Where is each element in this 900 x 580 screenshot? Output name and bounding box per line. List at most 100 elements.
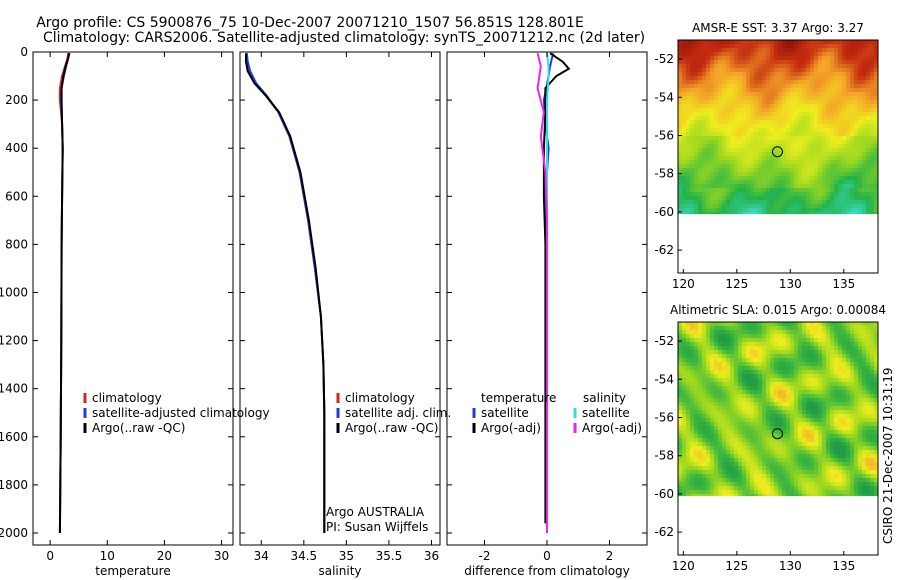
sst-map-cell: [714, 148, 719, 153]
sla-map-cell: [794, 430, 799, 435]
sst-map-cell: [754, 60, 759, 65]
sla-map-cell: [726, 446, 731, 451]
sst-map-cell: [742, 136, 747, 141]
sla-map-cell: [718, 322, 723, 327]
sst-map-cell: [746, 96, 751, 101]
sla-map-cell: [826, 486, 831, 491]
sst-map-cell: [842, 64, 847, 69]
sla-map-cell: [846, 446, 851, 451]
sst-map-cell: [758, 196, 763, 201]
sla-map-cell: [834, 338, 839, 343]
sla-map-cell: [754, 466, 759, 471]
sla-map-cell: [698, 346, 703, 351]
sst-map-cell: [810, 128, 815, 133]
sla-map-cell: [746, 414, 751, 419]
sst-map-cell: [718, 96, 723, 101]
sst-map-cell: [786, 132, 791, 137]
sst-map-cell: [838, 60, 843, 65]
sst-map-cell: [678, 116, 683, 121]
sst-map-cell: [874, 132, 879, 137]
sla-map-cell: [866, 462, 871, 467]
sst-map-cell: [750, 108, 755, 113]
sst-map-cell: [746, 188, 751, 193]
sla-map-cell: [846, 458, 851, 463]
sst-map-cell: [790, 140, 795, 145]
sla-map-cell: [858, 494, 863, 497]
sla-map-cell: [866, 402, 871, 407]
sst-map-cell: [698, 212, 703, 215]
sla-map-cell: [742, 398, 747, 403]
sst-map-cell: [766, 172, 771, 177]
sla-map-cell: [690, 462, 695, 467]
sst-map-cell: [842, 44, 847, 49]
sst-map-cell: [678, 56, 683, 61]
sst-map-cell: [698, 184, 703, 189]
sla-map-cell: [726, 366, 731, 371]
sla-map-cell: [746, 458, 751, 463]
sla-map-cell: [758, 486, 763, 491]
sst-map-cell: [842, 96, 847, 101]
sla-map-cell: [822, 430, 827, 435]
sla-map-cell: [714, 462, 719, 467]
sst-map-cell: [734, 108, 739, 113]
sla-map-cell: [694, 494, 699, 497]
sst-map-cell: [774, 80, 779, 85]
sla-map-cell: [774, 358, 779, 363]
sla-map-cell: [850, 386, 855, 391]
sst-map-cell: [826, 160, 831, 165]
sla-map-cell: [826, 326, 831, 331]
sst-map-cell: [738, 88, 743, 93]
sla-map-cell: [858, 354, 863, 359]
sst-map-cell: [826, 172, 831, 177]
sst-map-cell: [710, 200, 715, 205]
sla-map-cell: [758, 366, 763, 371]
sla-map-cell: [806, 398, 811, 403]
sla-map-cell: [822, 366, 827, 371]
sla-map-cell: [838, 454, 843, 459]
sst-map-cell: [678, 196, 683, 201]
sst-map-cell: [714, 100, 719, 105]
sla-map-cell: [810, 418, 815, 423]
sst-map-cell: [846, 172, 851, 177]
sla-map-cell: [702, 430, 707, 435]
sla-map-cell: [874, 442, 879, 447]
sla-map-cell: [686, 490, 691, 495]
sst-map-cell: [714, 76, 719, 81]
sla-map-cell: [734, 462, 739, 467]
sst-map-cell: [742, 132, 747, 137]
sla-map-cell: [782, 418, 787, 423]
sla-map-cell: [794, 342, 799, 347]
sst-map-cell: [722, 192, 727, 197]
sst-map-cell: [822, 140, 827, 145]
sst-map-cell: [866, 156, 871, 161]
sst-map-cell: [710, 84, 715, 89]
sla-map-cell: [818, 322, 823, 327]
sla-map-cell: [782, 378, 787, 383]
sst-map-cell: [806, 100, 811, 105]
sla-map-cell: [866, 338, 871, 343]
sla-map-cell: [690, 458, 695, 463]
sst-map-cell: [722, 164, 727, 169]
sst-map-cell: [818, 132, 823, 137]
sst-map-cell: [866, 124, 871, 129]
sst-map-cell: [774, 152, 779, 157]
sst-map-cell: [746, 156, 751, 161]
sla-map-cell: [702, 442, 707, 447]
sla-map-cell: [810, 382, 815, 387]
sla-map-cell: [750, 450, 755, 455]
sst-map-cell: [722, 140, 727, 145]
sla-map-cell: [806, 490, 811, 495]
sla-map-cell: [782, 382, 787, 387]
sla-map-cell: [794, 330, 799, 335]
sst-map-cell: [742, 180, 747, 185]
sst-map-cell: [742, 212, 747, 215]
sst-map-cell: [778, 48, 783, 53]
sst-map-cell: [766, 72, 771, 77]
sst-map-cell: [738, 60, 743, 65]
sla-map-cell: [750, 438, 755, 443]
sla-map-cell: [858, 466, 863, 471]
sst-map-cell: [738, 160, 743, 165]
sla-map-cell: [842, 322, 847, 327]
sla-map-cell: [722, 394, 727, 399]
sst-map-cell: [698, 188, 703, 193]
